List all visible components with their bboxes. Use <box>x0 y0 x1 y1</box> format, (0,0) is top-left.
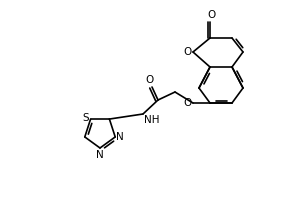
Text: N: N <box>96 150 104 160</box>
Text: O: O <box>207 10 215 20</box>
Text: NH: NH <box>144 115 160 125</box>
Text: O: O <box>184 47 192 57</box>
Text: N: N <box>116 132 124 142</box>
Text: O: O <box>145 75 153 85</box>
Text: O: O <box>184 98 192 108</box>
Text: S: S <box>82 113 88 123</box>
